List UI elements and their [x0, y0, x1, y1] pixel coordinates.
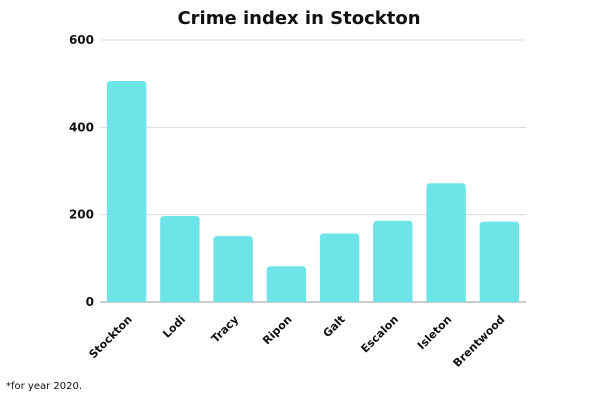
bar-escalon [373, 220, 413, 302]
x-tick-label: Brentwood [451, 313, 508, 370]
y-tick-label: 0 [86, 295, 94, 309]
chart-title: Crime index in Stockton [177, 8, 421, 29]
bar-stockton [106, 81, 147, 303]
bar-galt [319, 233, 360, 302]
bar-ripon [266, 266, 307, 302]
bars [106, 81, 520, 303]
x-tick-label: Ripon [260, 313, 294, 347]
x-tick-label: Stockton [86, 313, 134, 361]
bar-lodi [160, 215, 200, 302]
x-tick-label: Lodi [160, 313, 188, 341]
bar-isleton [426, 183, 466, 302]
y-tick-label: 600 [69, 33, 94, 47]
bar-brentwood [479, 221, 520, 302]
x-tick-label: Escalon [358, 313, 401, 356]
y-axis-ticks: 0 200 400 600 [69, 33, 94, 309]
x-tick-label: Isleton [415, 313, 454, 352]
x-tick-label: Tracy [209, 313, 241, 345]
bar-tracy [213, 236, 253, 302]
y-tick-label: 400 [69, 120, 94, 134]
x-tick-label: Galt [321, 313, 348, 340]
y-tick-label: 200 [69, 208, 94, 222]
footnote: *for year 2020. [6, 381, 83, 392]
x-axis-labels: Stockton Lodi Tracy Ripon Galt Escalon Isleton… [86, 313, 507, 370]
